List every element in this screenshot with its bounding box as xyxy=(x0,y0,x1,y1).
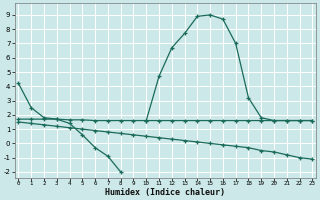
X-axis label: Humidex (Indice chaleur): Humidex (Indice chaleur) xyxy=(105,188,225,197)
